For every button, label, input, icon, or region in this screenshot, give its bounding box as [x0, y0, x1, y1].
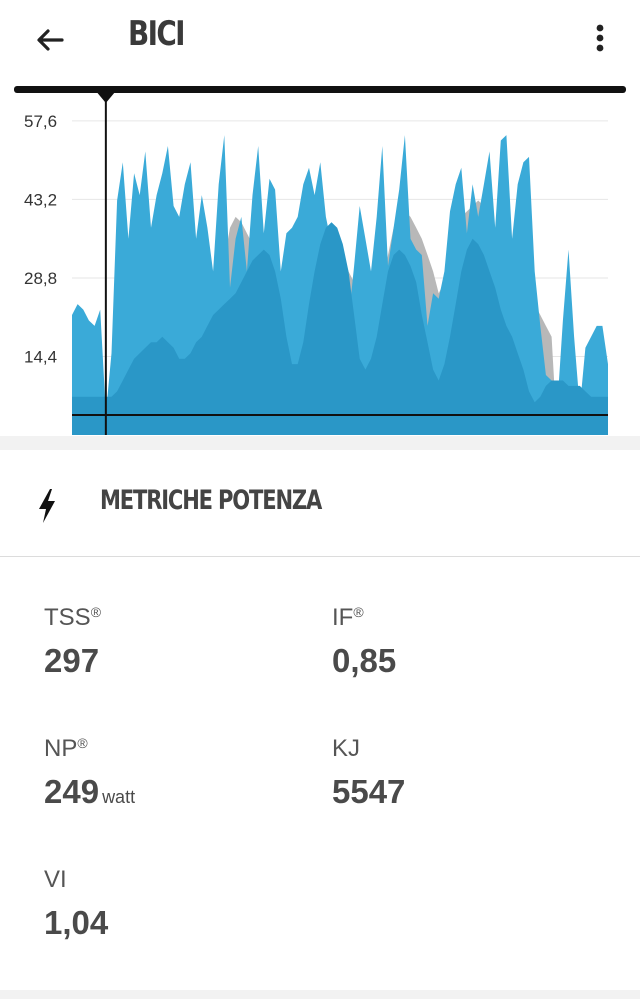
metric-unit: watt — [102, 787, 136, 807]
metric-label: TSS® — [44, 604, 102, 631]
page-title: BICI — [128, 14, 186, 54]
metric-label: IF® — [332, 604, 364, 631]
metric-if: IF® 0,85 — [332, 604, 396, 680]
lightning-bolt-icon — [39, 489, 55, 523]
app-header: BICI — [0, 0, 640, 86]
metric-vi: VI 1,04 — [44, 866, 108, 942]
overflow-menu-button[interactable] — [578, 16, 622, 60]
power-metrics-header[interactable]: METRICHE POTENZA — [0, 450, 640, 557]
metric-np: NP® 249 watt — [44, 735, 135, 811]
more-vert-icon — [596, 24, 604, 52]
chart-cursor-handle — [95, 91, 116, 103]
metric-label: NP® — [44, 735, 88, 762]
y-tick-label: 14,4 — [24, 347, 57, 366]
metric-value: 249 watt — [44, 773, 136, 810]
y-tick-label: 57,6 — [24, 112, 57, 131]
metric-value: 297 — [44, 642, 100, 679]
metric-value: 5547 — [332, 773, 406, 810]
power-chart[interactable]: 57,6 43,2 28,8 14,4 — [0, 86, 640, 436]
metric-kj: KJ 5547 — [332, 735, 405, 811]
back-button[interactable] — [26, 16, 74, 64]
metric-value: 0,85 — [332, 642, 397, 679]
y-tick-label: 28,8 — [24, 269, 57, 288]
metric-label: KJ — [332, 735, 361, 762]
metric-value: 1,04 — [44, 904, 109, 941]
arrow-left-icon — [37, 29, 64, 51]
chart-svg: 57,6 43,2 28,8 14,4 — [14, 86, 626, 435]
metric-label: VI — [44, 866, 67, 893]
chart-range-bar — [14, 86, 626, 93]
y-tick-label: 43,2 — [24, 190, 57, 209]
bottom-divider — [0, 990, 640, 999]
metric-tss: TSS® 297 — [44, 604, 101, 680]
chart-series-area — [72, 222, 608, 435]
section-title: METRICHE POTENZA — [100, 485, 322, 516]
section-divider — [0, 436, 640, 450]
